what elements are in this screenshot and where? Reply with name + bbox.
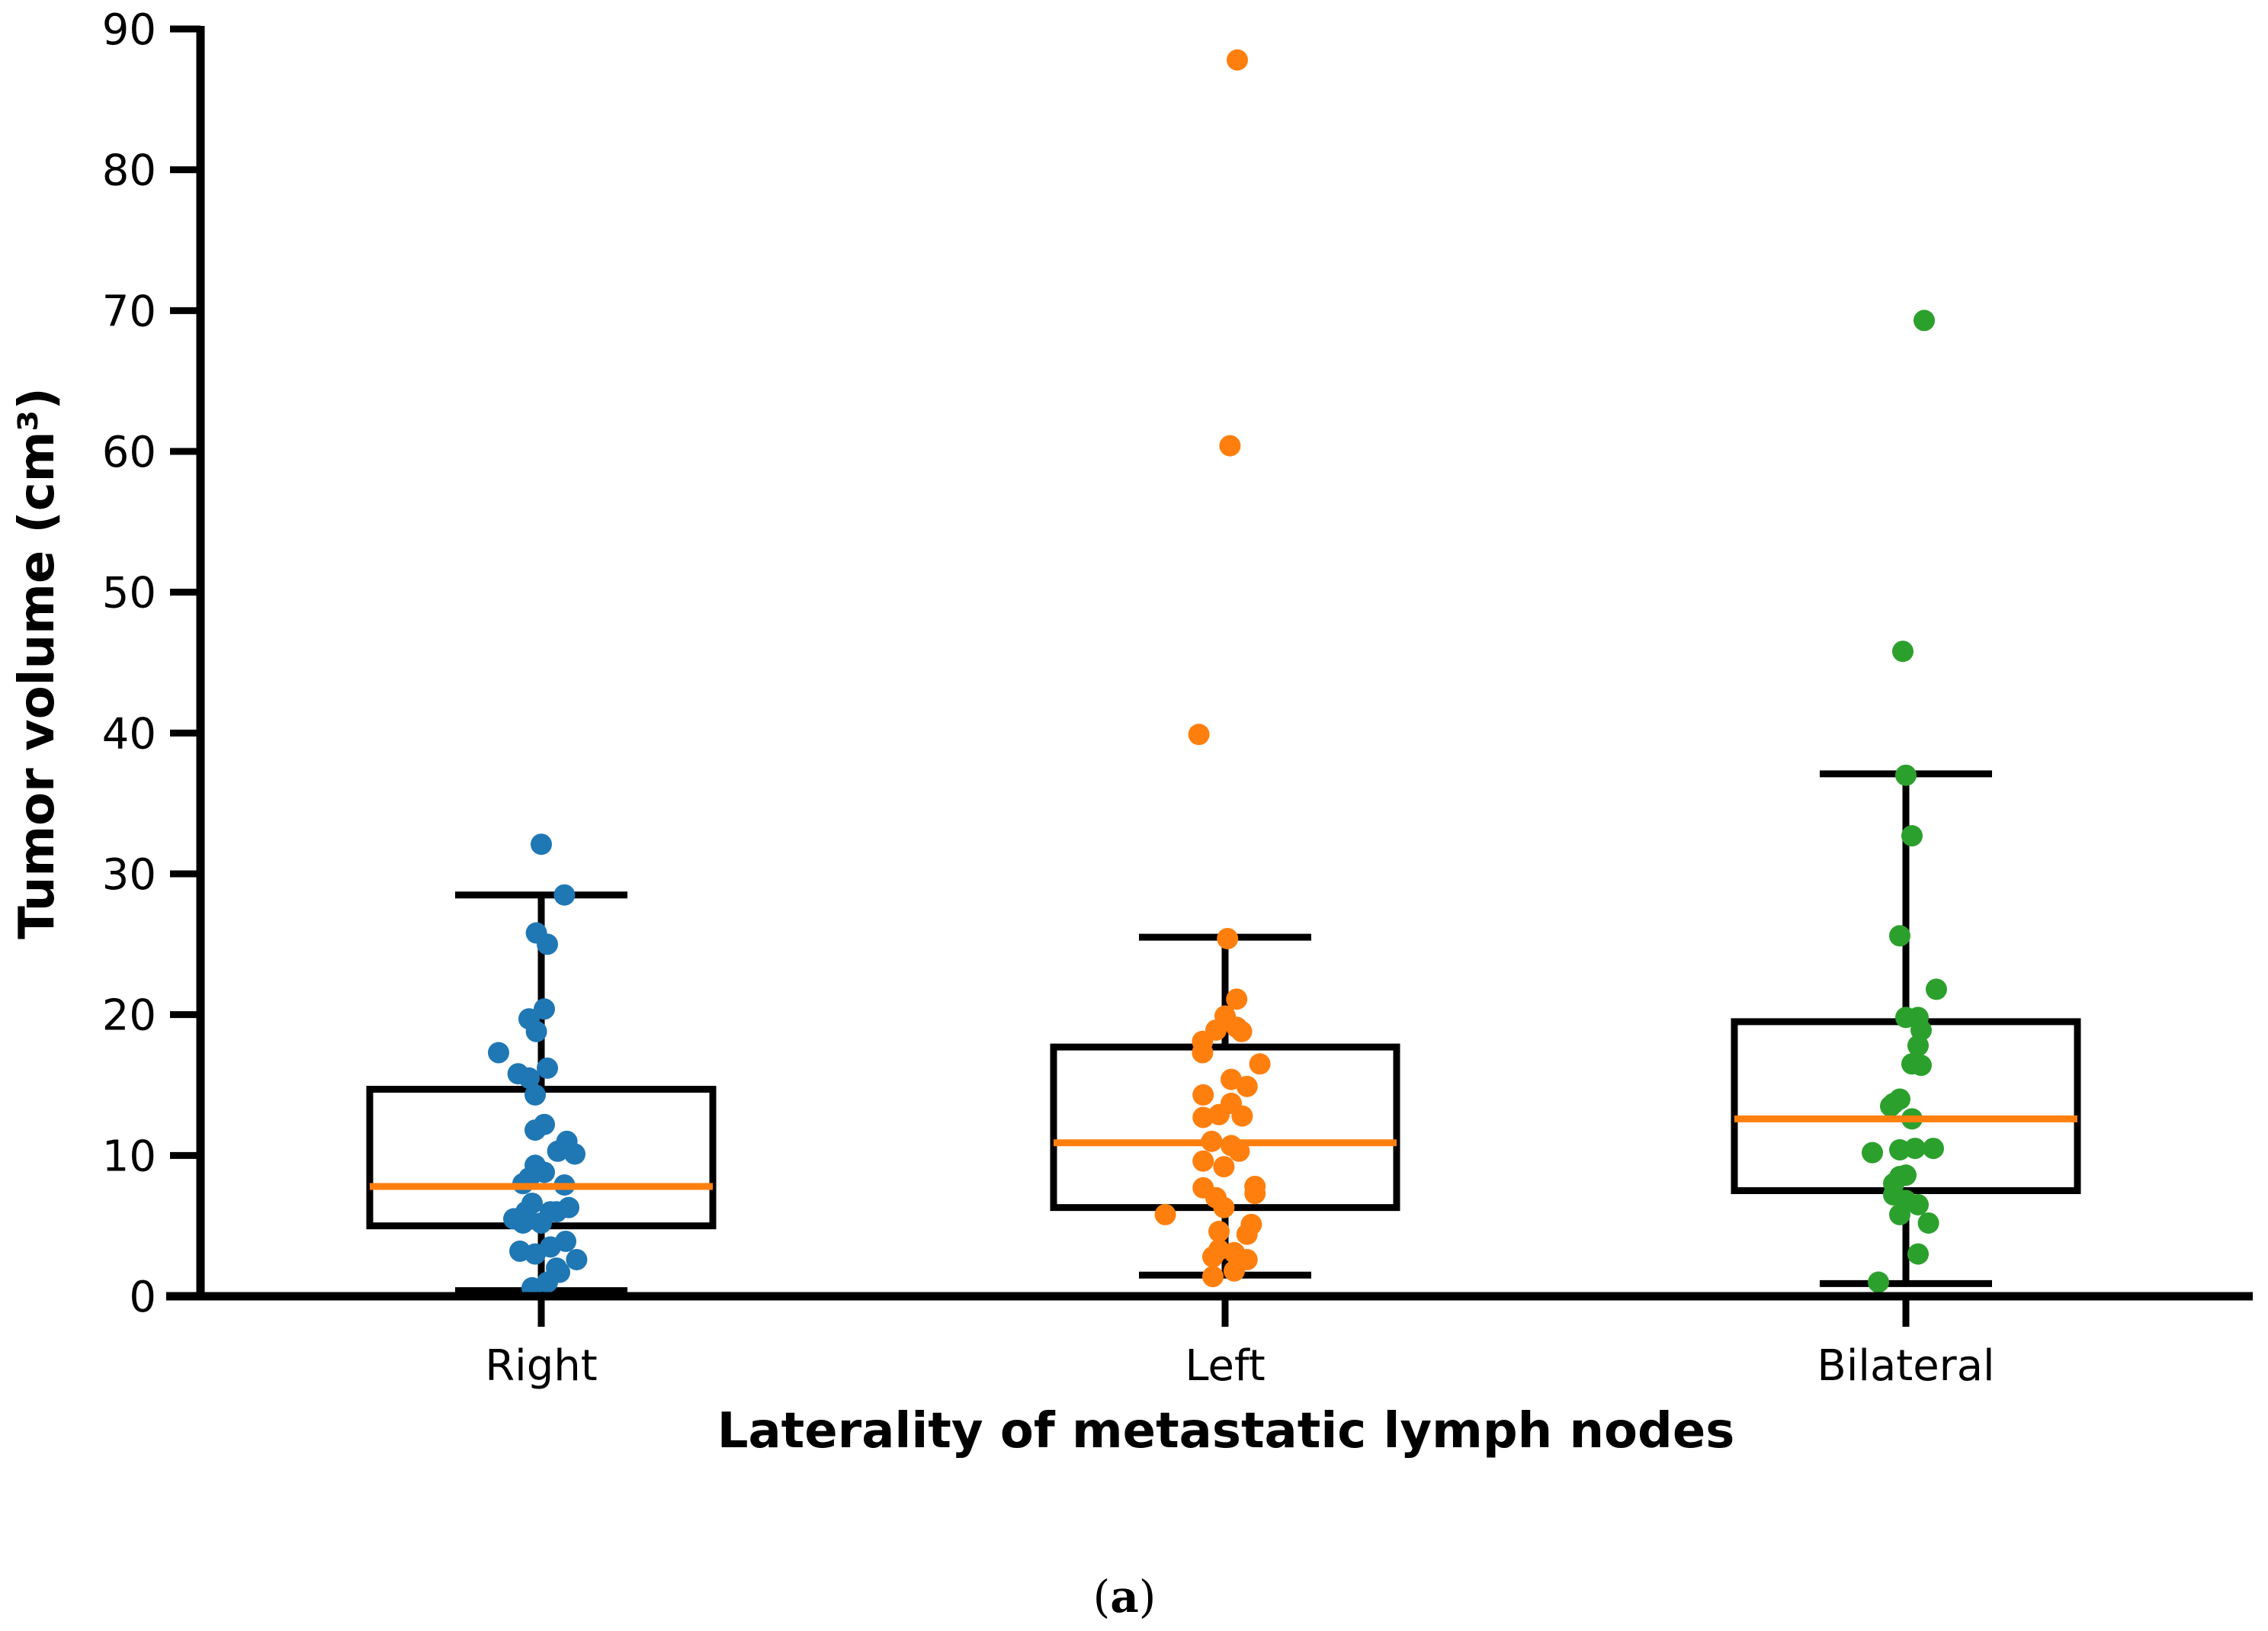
data-point bbox=[1236, 1223, 1258, 1245]
data-point bbox=[1914, 310, 1935, 332]
data-point bbox=[1217, 927, 1239, 949]
figure-caption: (a) bbox=[1093, 1571, 1156, 1623]
data-point bbox=[525, 1020, 547, 1042]
y-tick-label: 10 bbox=[102, 1132, 156, 1181]
y-tick-label: 80 bbox=[102, 146, 156, 196]
x-tick-label: Bilateral bbox=[1817, 1341, 1994, 1391]
data-point bbox=[1192, 1106, 1214, 1129]
data-point bbox=[558, 1196, 579, 1218]
data-point bbox=[1213, 1196, 1235, 1218]
data-point bbox=[1907, 1243, 1929, 1265]
data-point bbox=[1202, 1246, 1224, 1268]
data-point bbox=[566, 1248, 588, 1270]
data-point bbox=[1904, 1138, 1926, 1160]
data-point bbox=[1923, 1138, 1944, 1160]
x-axis-title: Laterality of metastatic lymph nodes bbox=[717, 1403, 1735, 1459]
data-point bbox=[1213, 1156, 1235, 1178]
data-point bbox=[531, 833, 552, 856]
data-point bbox=[488, 1042, 509, 1064]
data-point bbox=[1224, 1260, 1245, 1282]
data-point bbox=[518, 1067, 540, 1089]
data-point bbox=[1901, 825, 1923, 847]
data-point bbox=[1880, 1095, 1901, 1117]
data-point bbox=[553, 884, 576, 906]
data-point bbox=[1202, 1266, 1224, 1288]
x-tick-label: Left bbox=[1185, 1341, 1265, 1391]
data-point bbox=[537, 1057, 558, 1079]
y-tick-label: 70 bbox=[102, 287, 156, 336]
data-point bbox=[1917, 1212, 1939, 1234]
data-point bbox=[1907, 1035, 1929, 1057]
data-point bbox=[537, 933, 558, 955]
y-tick-label: 30 bbox=[102, 850, 156, 900]
data-point bbox=[1230, 1020, 1253, 1042]
data-point bbox=[531, 1212, 552, 1234]
data-point bbox=[1244, 1183, 1266, 1205]
data-point bbox=[534, 1113, 555, 1135]
data-point bbox=[1907, 1193, 1929, 1215]
y-tick-label: 20 bbox=[102, 991, 156, 1041]
y-tick-label: 90 bbox=[102, 5, 156, 55]
caption-letter: a bbox=[1110, 1571, 1139, 1623]
data-point bbox=[1889, 925, 1910, 947]
y-tick-label: 60 bbox=[102, 428, 156, 477]
scatter-points bbox=[370, 49, 2077, 1299]
data-point bbox=[564, 1143, 585, 1165]
data-point bbox=[1862, 1141, 1883, 1164]
data-point bbox=[1192, 1084, 1214, 1106]
data-point bbox=[1192, 1150, 1214, 1172]
y-tick-label: 50 bbox=[102, 569, 156, 618]
data-point bbox=[1219, 435, 1241, 457]
data-point bbox=[1231, 1105, 1253, 1127]
data-point bbox=[1208, 1103, 1230, 1125]
data-point bbox=[1892, 641, 1914, 663]
caption-close-paren: ) bbox=[1139, 1571, 1156, 1623]
x-axis-ticks: Right Left Bilateral bbox=[485, 1296, 1995, 1391]
data-point bbox=[1895, 764, 1917, 786]
data-point bbox=[1926, 978, 1947, 1000]
data-point bbox=[1192, 1042, 1214, 1064]
data-point bbox=[1868, 1271, 1889, 1293]
data-point bbox=[524, 1084, 546, 1106]
data-point bbox=[1154, 1203, 1176, 1225]
y-tick-label: 0 bbox=[129, 1273, 156, 1322]
data-point bbox=[1226, 988, 1248, 1010]
data-point bbox=[1236, 1075, 1258, 1097]
caption-open-paren: ( bbox=[1093, 1571, 1111, 1623]
data-point bbox=[1188, 724, 1210, 746]
y-axis-title: Tumor volume (cm³) bbox=[9, 387, 66, 939]
data-point bbox=[1249, 1053, 1271, 1075]
data-point bbox=[1889, 1203, 1910, 1225]
data-point bbox=[1208, 1221, 1230, 1243]
y-axis-ticks: 0 10 20 30 40 50 60 70 80 90 bbox=[102, 5, 200, 1322]
data-point bbox=[555, 1230, 576, 1252]
data-point bbox=[1910, 1055, 1932, 1077]
x-tick-label: Right bbox=[485, 1341, 597, 1391]
data-point bbox=[512, 1212, 534, 1234]
y-tick-label: 40 bbox=[102, 709, 156, 759]
data-point bbox=[1227, 49, 1248, 71]
data-point bbox=[534, 998, 555, 1020]
